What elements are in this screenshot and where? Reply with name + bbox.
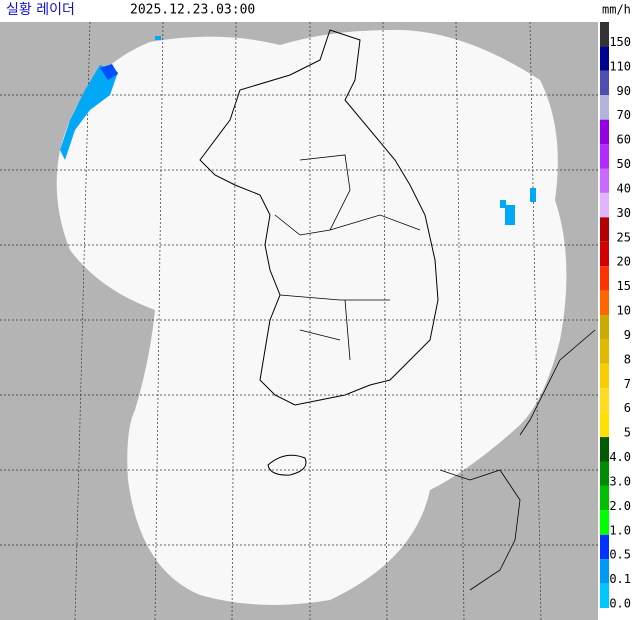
- legend: 150 110 90 70 60 50 40 30 25 20 15 10 9 8 7 6 5 4.0 3.0 2.0…: [600, 22, 631, 611]
- legend-label: 7: [624, 377, 631, 391]
- legend-swatch: [600, 22, 609, 47]
- legend-swatch: [600, 290, 609, 315]
- legend-swatch: [600, 510, 609, 535]
- legend-label: 50: [617, 157, 631, 171]
- legend-swatch: [600, 119, 609, 145]
- land-outline: [274, 154, 421, 361]
- legend-label: 8: [624, 352, 631, 366]
- legend-swatch: [600, 388, 609, 413]
- legend-swatch: [600, 46, 609, 71]
- legend-label: 9: [624, 328, 631, 342]
- radar-coverage: [56, 29, 567, 605]
- legend-label: 30: [617, 206, 631, 220]
- legend-swatch: [600, 534, 609, 560]
- map: [0, 21, 598, 620]
- legend-label: 0.5: [609, 548, 631, 562]
- legend-swatch: [600, 583, 609, 608]
- legend-swatch: [600, 241, 609, 267]
- legend-label: 4.0: [609, 450, 631, 464]
- land-outline: [439, 329, 596, 591]
- legend-swatch: [600, 485, 609, 511]
- legend-label: 10: [617, 304, 631, 318]
- legend-label: 3.0: [609, 474, 631, 488]
- legend-swatch: [600, 315, 609, 340]
- legend-swatch: [600, 266, 609, 291]
- legend-swatch: [600, 339, 609, 364]
- legend-label: 40: [617, 181, 631, 195]
- legend-swatch: [600, 217, 609, 242]
- legend-swatch: [600, 461, 609, 486]
- legend-label: 90: [617, 84, 631, 98]
- title: 실황 레이더: [6, 2, 75, 18]
- legend-label: 5: [624, 426, 631, 440]
- legend-label: 110: [609, 59, 631, 73]
- legend-label: 150: [609, 35, 631, 49]
- legend-label: 1.0: [609, 523, 631, 537]
- legend-swatch: [600, 70, 609, 96]
- legend-label: 70: [617, 108, 631, 122]
- legend-swatch: [600, 192, 609, 218]
- legend-swatch: [600, 363, 609, 389]
- legend-swatch: [600, 437, 609, 462]
- legend-label: 60: [617, 133, 631, 147]
- legend-swatch: [600, 412, 609, 438]
- legend-label: 20: [617, 255, 631, 269]
- legend-label: 6: [624, 401, 631, 415]
- land-outline: [199, 29, 439, 406]
- legend-label: 25: [617, 230, 631, 244]
- rain-echo: [60, 36, 536, 225]
- legend-swatch: [600, 168, 609, 193]
- legend-swatch: [600, 559, 609, 584]
- legend-swatch: [600, 95, 609, 120]
- legend-swatch: [600, 144, 609, 169]
- timestamp: 2025.12.23.03:00: [130, 3, 255, 18]
- legend-label: 0.1: [609, 572, 631, 586]
- legend-unit: mm/h: [602, 3, 631, 17]
- legend-label: 15: [617, 279, 631, 293]
- legend-label: 2.0: [609, 499, 631, 513]
- legend-label: 0.0: [609, 597, 631, 611]
